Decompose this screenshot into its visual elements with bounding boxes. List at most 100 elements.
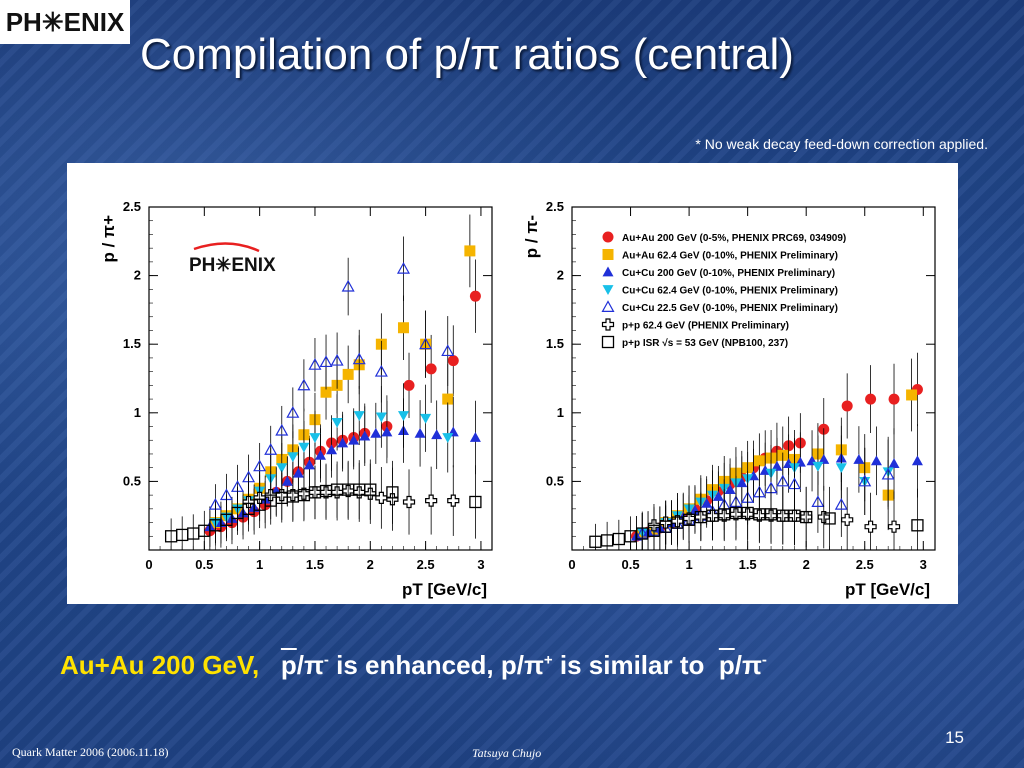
data-point	[887, 520, 901, 533]
data-point	[375, 491, 388, 504]
data-point	[286, 406, 300, 418]
legend-label: p+p ISR √s = 53 GeV (NPB100, 237)	[622, 338, 788, 349]
y-tick-label: 0.5	[546, 473, 564, 488]
x-axis-label: pT [GeV/c]	[402, 580, 487, 599]
data-point	[812, 461, 824, 472]
data-point	[370, 427, 382, 438]
data-point	[818, 453, 830, 464]
data-point	[402, 495, 416, 509]
data-point	[442, 433, 454, 443]
data-point	[297, 378, 311, 391]
x-tick-label: 1.5	[306, 557, 324, 572]
data-point	[835, 463, 847, 474]
data-point	[811, 495, 825, 507]
data-point	[841, 513, 854, 526]
legend-label: p+p 62.4 GeV (PHENIX Preliminary)	[622, 321, 789, 332]
x-tick-label: 0	[145, 557, 152, 572]
x-tick-label: 1	[685, 557, 692, 572]
data-point	[865, 393, 877, 405]
y-tick-label: 2.5	[123, 199, 141, 214]
x-tick-label: 2	[367, 557, 374, 572]
data-point	[694, 510, 707, 524]
data-point	[342, 368, 354, 380]
phenix-logo: PH✳ENIX	[0, 0, 130, 44]
data-point	[253, 459, 267, 472]
data-point	[682, 513, 696, 526]
plot-2: 0 0.5 1 1.5 2 2.5 3 0.5 1 1.5 2 2.5 pT [GeV/c] p / π-…	[522, 199, 936, 599]
data-point	[612, 532, 625, 546]
data-point	[589, 535, 602, 548]
pi-minus-text: /π	[296, 650, 324, 680]
x-tick-label: 1	[256, 557, 263, 572]
chart-panel: 0 0.5 1 1.5 2 2.5 3 0.5 1 1.5 2 2.5 pT [GeV/c] p / π+…	[67, 163, 958, 604]
legend-marker	[601, 318, 615, 331]
y-tick-label: 1	[134, 405, 141, 420]
plot-1: 0 0.5 1 1.5 2 2.5 3 0.5 1 1.5 2 2.5 pT [GeV/c] p / π+…	[99, 199, 493, 599]
data-point	[397, 411, 409, 422]
minus-superscript-2: -	[761, 651, 767, 669]
data-point	[341, 279, 355, 292]
data-point	[888, 458, 900, 468]
data-point	[753, 455, 765, 467]
data-point	[281, 475, 293, 486]
data-point	[264, 443, 278, 455]
data-point	[911, 455, 923, 466]
data-point	[701, 497, 713, 508]
data-point	[841, 400, 853, 412]
series-cucu200-triangle	[204, 396, 481, 547]
similar-text: is similar to	[552, 650, 712, 680]
data-point	[741, 506, 754, 520]
pbar-symbol: p	[280, 650, 297, 680]
data-point	[853, 453, 865, 464]
data-point	[275, 423, 289, 436]
data-point	[888, 393, 900, 405]
data-point	[858, 474, 872, 487]
data-point	[442, 393, 454, 405]
data-point	[776, 509, 789, 522]
data-point	[712, 490, 724, 501]
data-point	[600, 534, 614, 547]
x-tick-label: 2.5	[856, 557, 874, 572]
x-tick-label: 0.5	[622, 557, 640, 572]
x-tick-label: 1.5	[739, 557, 757, 572]
data-point	[469, 495, 482, 509]
slide-title: Compilation of p/π ratios (central)	[140, 30, 794, 79]
x-axis-label: pT [GeV/c]	[845, 580, 930, 599]
data-point	[636, 527, 649, 540]
y-axis-label: p / π-	[522, 215, 541, 258]
data-point	[396, 262, 411, 274]
legend-marker	[601, 300, 615, 312]
data-point	[331, 418, 343, 428]
data-point	[469, 290, 481, 302]
data-point	[374, 364, 388, 377]
data-point	[447, 494, 460, 507]
data-point	[776, 474, 790, 487]
data-point	[348, 434, 360, 445]
data-point	[276, 463, 288, 474]
data-point	[647, 524, 661, 537]
data-point	[386, 486, 399, 499]
y-tick-label: 0.5	[123, 473, 141, 488]
data-point	[364, 483, 377, 496]
data-point	[624, 530, 637, 543]
data-point	[800, 510, 813, 524]
data-point	[326, 444, 338, 455]
data-point	[764, 508, 778, 521]
legend-label: Cu+Cu 62.4 GeV (0-10%, PHENIX Preliminar…	[622, 286, 838, 297]
data-point	[309, 433, 321, 443]
legend-label: Au+Au 200 GeV (0-5%, PHENIX PRC69, 03490…	[622, 233, 846, 244]
data-point	[287, 452, 299, 463]
series-pp-cross	[647, 485, 901, 550]
data-point	[729, 506, 743, 520]
data-point	[220, 513, 233, 526]
data-point	[315, 449, 326, 460]
data-point	[431, 429, 443, 440]
data-point	[419, 337, 433, 350]
y-tick-label: 2.5	[546, 199, 564, 214]
x-tick-label: 0	[568, 557, 575, 572]
data-point	[823, 512, 836, 525]
data-point	[298, 442, 310, 453]
y-tick-label: 2	[557, 268, 564, 283]
y-tick-label: 2	[134, 268, 141, 283]
x-tick-label: 2	[803, 557, 810, 572]
